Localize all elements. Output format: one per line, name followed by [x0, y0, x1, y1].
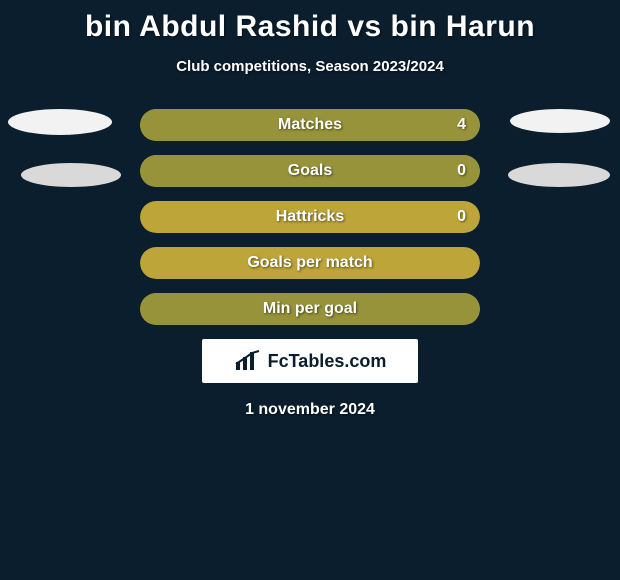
bar-label: Goals	[140, 155, 480, 187]
stat-bars: Matches4Goals0Hattricks0Goals per matchM…	[140, 109, 480, 325]
bar-label: Matches	[140, 109, 480, 141]
player-right-marker-1	[510, 109, 610, 133]
bar-value: 0	[457, 155, 466, 187]
bar-value: 0	[457, 201, 466, 233]
bar-label: Hattricks	[140, 201, 480, 233]
bar-value: 4	[457, 109, 466, 141]
comparison-chart: Matches4Goals0Hattricks0Goals per matchM…	[0, 109, 620, 325]
subtitle: Club competitions, Season 2023/2024	[0, 58, 620, 75]
page-title: bin Abdul Rashid vs bin Harun	[0, 0, 620, 44]
date-label: 1 november 2024	[0, 401, 620, 419]
fctables-logo: FcTables.com	[202, 339, 418, 383]
stat-bar-goals-per-match: Goals per match	[140, 247, 480, 279]
stat-bar-goals: Goals0	[140, 155, 480, 187]
logo-text: FcTables.com	[268, 351, 387, 372]
stat-bar-min-per-goal: Min per goal	[140, 293, 480, 325]
stat-bar-matches: Matches4	[140, 109, 480, 141]
stat-bar-hattricks: Hattricks0	[140, 201, 480, 233]
player-right-marker-2	[508, 163, 610, 187]
bar-label: Goals per match	[140, 247, 480, 279]
bar-chart-icon	[234, 350, 262, 372]
player-left-marker-2	[21, 163, 121, 187]
bar-label: Min per goal	[140, 293, 480, 325]
player-left-marker-1	[8, 109, 112, 135]
